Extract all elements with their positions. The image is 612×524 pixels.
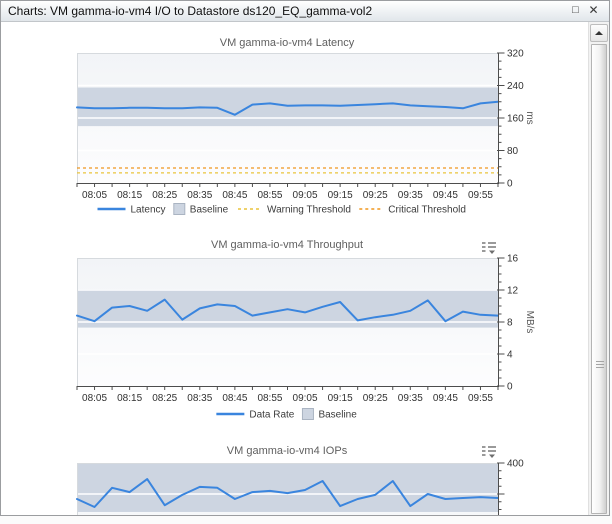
x-tick-label: 09:35 <box>398 393 423 404</box>
x-tick-label: 08:25 <box>152 393 177 404</box>
x-tick-label: 08:55 <box>257 190 282 201</box>
y-axis <box>497 52 505 184</box>
x-tick-label: 08:45 <box>222 190 247 201</box>
chart-title: VM gamma-io-vm4 IOPs <box>227 445 348 457</box>
legend-item: Critical Threshold <box>359 205 466 216</box>
legend-label: Warning Threshold <box>267 205 351 216</box>
legend-item: Baseline <box>301 408 357 421</box>
x-tick-label: 08:35 <box>187 393 212 404</box>
y-tick-label: 12 <box>507 286 519 297</box>
scrollbar-thumb[interactable] <box>591 44 607 514</box>
scrollbar-up-arrow-icon[interactable] <box>590 24 608 42</box>
baseline-band <box>77 463 498 512</box>
legend-label: Baseline <box>318 410 357 421</box>
legend-label: Data Rate <box>249 410 294 421</box>
y-tick-label: 80 <box>507 146 519 157</box>
y-axis-unit: MB/s <box>524 311 535 334</box>
x-tick-label: 09:05 <box>293 393 318 404</box>
legend-item: Latency <box>97 205 166 216</box>
y-axis <box>497 462 505 515</box>
x-tick-label: 08:55 <box>257 393 282 404</box>
x-tick-label: 09:45 <box>433 190 458 201</box>
x-tick-label: 09:25 <box>363 393 388 404</box>
x-tick-label: 08:35 <box>187 190 212 201</box>
latency-line <box>76 100 499 116</box>
charts-panel: VM gamma-io-vm4 Latency 0 80 160 240 320 ms 08:… <box>1 22 589 515</box>
scrollbar-grip-icon <box>596 361 604 370</box>
iops-chart: VM gamma-io-vm4 IOPs020040008:0508:1508:… <box>76 445 524 515</box>
legend-label: Latency <box>131 205 166 216</box>
x-axis <box>76 386 499 390</box>
y-tick-label: 320 <box>507 49 524 60</box>
chart-menu-icon[interactable] <box>482 242 496 254</box>
x-tick-label: 08:15 <box>117 190 142 201</box>
y-tick-label: 240 <box>507 81 524 92</box>
chart-title: VM gamma-io-vm4 Throughput <box>211 239 363 251</box>
y-tick-label: 400 <box>507 459 524 470</box>
throughput-chart: VM gamma-io-vm4 Throughput 0 4 8 12 16 MB/s 08:… <box>76 239 535 421</box>
chart-title: VM gamma-io-vm4 Latency <box>220 37 355 49</box>
x-tick-label: 09:55 <box>468 393 493 404</box>
data-rate-line <box>76 298 499 323</box>
y-tick-label: 0 <box>507 382 513 393</box>
iops-line <box>76 478 499 508</box>
x-tick-label: 09:35 <box>398 190 423 201</box>
title-bar[interactable]: Charts: VM gamma-io-vm4 I/O to Datastore… <box>1 1 609 22</box>
legend-item: Warning Threshold <box>238 205 351 216</box>
legend-label: Baseline <box>190 205 229 216</box>
legend-item: Baseline <box>173 203 229 216</box>
y-tick-label: 4 <box>507 350 513 361</box>
x-tick-label: 09:55 <box>468 190 493 201</box>
x-tick-label: 09:45 <box>433 393 458 404</box>
chart-menu-icon[interactable] <box>482 446 496 458</box>
close-icon[interactable]: ✕ <box>588 3 599 17</box>
latency-chart: VM gamma-io-vm4 Latency 0 80 160 240 320 ms 08:… <box>76 37 535 216</box>
y-tick-label: 16 <box>507 254 519 265</box>
x-axis <box>76 183 499 187</box>
y-tick-label: 0 <box>507 179 513 190</box>
x-tick-label: 09:15 <box>328 393 353 404</box>
y-axis-unit: ms <box>524 111 535 124</box>
y-tick-label: 8 <box>507 318 513 329</box>
x-tick-label: 08:05 <box>82 393 107 404</box>
maximize-icon[interactable]: □ <box>572 4 579 16</box>
vertical-scrollbar[interactable] <box>588 22 609 515</box>
x-tick-label: 08:25 <box>152 190 177 201</box>
y-axis <box>497 257 505 387</box>
x-tick-label: 08:05 <box>82 190 107 201</box>
x-tick-label: 09:05 <box>293 190 318 201</box>
x-tick-label: 09:15 <box>328 190 353 201</box>
legend-item: Data Rate <box>216 410 295 421</box>
y-tick-label: 160 <box>507 114 524 125</box>
legend-label: Critical Threshold <box>388 205 466 216</box>
x-tick-label: 08:15 <box>117 393 142 404</box>
x-tick-label: 09:25 <box>363 190 388 201</box>
x-tick-label: 08:45 <box>222 393 247 404</box>
window-title: Charts: VM gamma-io-vm4 I/O to Datastore… <box>8 4 373 18</box>
